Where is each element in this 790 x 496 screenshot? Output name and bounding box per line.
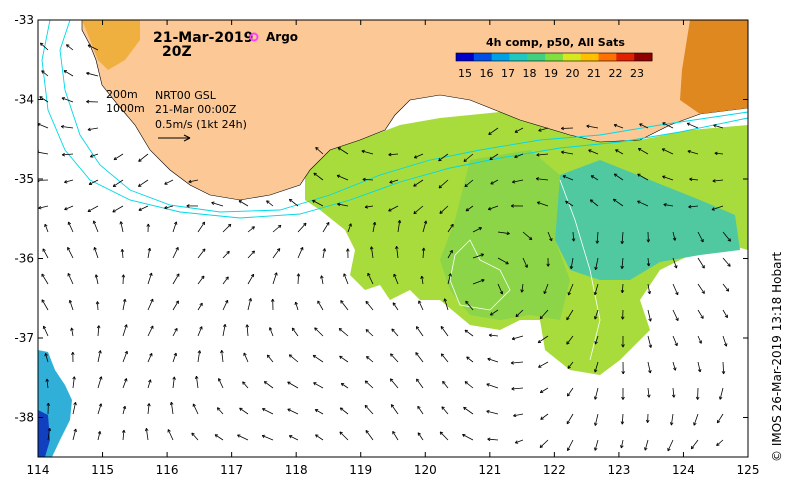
colorbar-tick-label: 17	[501, 67, 515, 80]
y-tick-label: -36	[14, 252, 34, 266]
colorbar-tick-label: 18	[523, 67, 537, 80]
colorbar-tick-label: 20	[566, 67, 580, 80]
colorbar-segment	[527, 53, 545, 61]
colorbar-title: 4h comp, p50, All Sats	[486, 36, 625, 49]
x-tick-label: 114	[27, 463, 50, 477]
x-tick-label: 118	[285, 463, 308, 477]
arrow-scale-label: 0.5m/s (1kt 24h)	[155, 118, 247, 131]
credit-text: © IMOS 26-Mar-2019 13:18 Hobart	[770, 252, 784, 462]
colorbar-ticks: 15 16 17 18 19 20 21 22 23	[458, 67, 644, 80]
colorbar-segment	[545, 53, 563, 61]
colorbar-segment	[599, 53, 617, 61]
legend-200m: 200m	[106, 88, 138, 101]
colorbar-segment	[563, 53, 581, 61]
colorbar-tick-label: 19	[544, 67, 558, 80]
colorbar-segment	[456, 53, 474, 61]
colorbar-tick-label: 16	[480, 67, 494, 80]
colorbar-tick-label: 21	[587, 67, 601, 80]
argo-label: Argo	[266, 30, 298, 44]
x-tick-label: 120	[414, 463, 437, 477]
x-tick-label: 117	[220, 463, 243, 477]
x-tick-label: 125	[737, 463, 760, 477]
model-label: NRT00 GSL	[155, 89, 217, 102]
x-tick-label: 119	[349, 463, 372, 477]
x-tick-label: 123	[607, 463, 630, 477]
y-tick-label: -34	[14, 93, 34, 107]
colorbar-segment	[616, 53, 634, 61]
x-tick-label: 124	[672, 463, 695, 477]
x-tick-label: 115	[91, 463, 114, 477]
time-label: 20Z	[162, 44, 192, 60]
colorbar-segment	[509, 53, 527, 61]
y-tick-label: -37	[14, 331, 34, 345]
colorbar-segment	[634, 53, 652, 61]
colorbar	[456, 53, 653, 61]
colorbar-segment	[581, 53, 599, 61]
y-tick-label: -35	[14, 172, 34, 186]
x-tick-label: 122	[543, 463, 566, 477]
model-time: 21-Mar 00:00Z	[155, 103, 237, 116]
colorbar-tick-label: 15	[458, 67, 472, 80]
legend-1000m: 1000m	[106, 102, 145, 115]
colorbar-segment	[474, 53, 492, 61]
y-tick-label: -33	[14, 13, 34, 27]
x-tick-label: 116	[156, 463, 179, 477]
x-tick-label: 121	[478, 463, 501, 477]
colorbar-tick-label: 23	[630, 67, 644, 80]
colorbar-segment	[492, 53, 510, 61]
land-warm-sst-east	[680, 20, 748, 114]
y-tick-label: -38	[14, 411, 34, 425]
colorbar-tick-label: 22	[609, 67, 623, 80]
